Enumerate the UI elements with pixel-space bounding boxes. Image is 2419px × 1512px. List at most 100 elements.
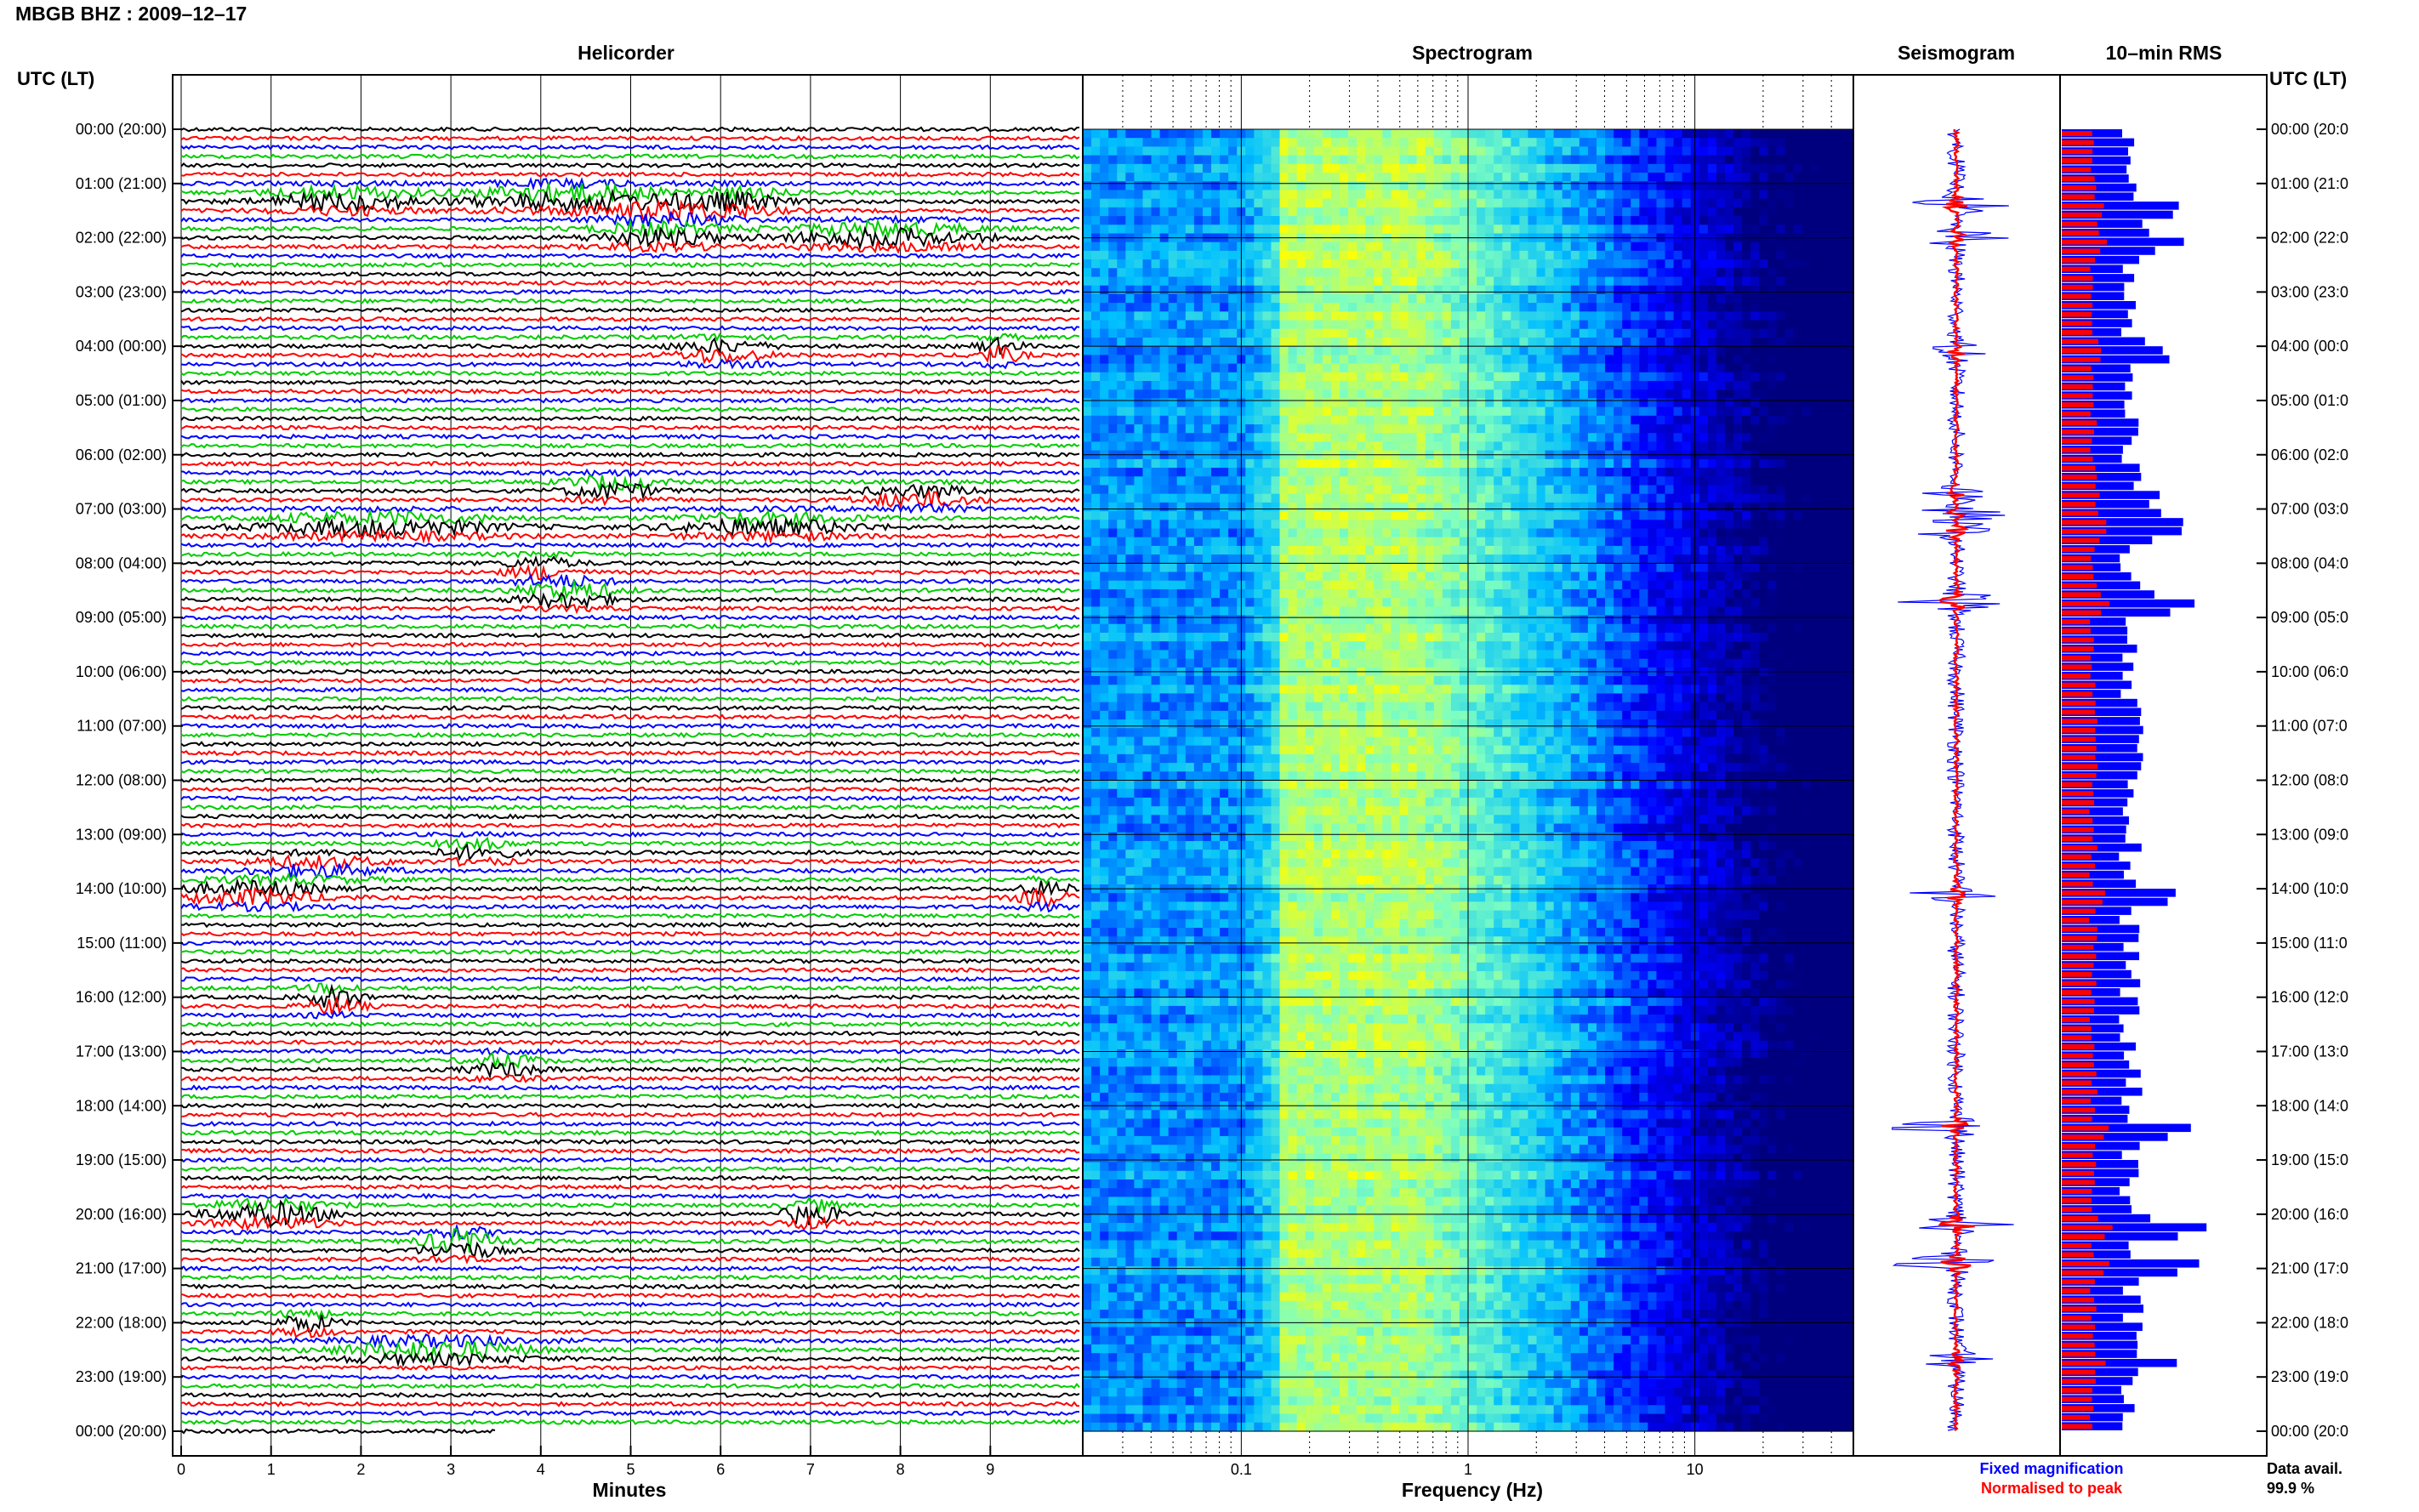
spectrogram-cell bbox=[1228, 372, 1238, 382]
spectrogram-cell bbox=[1511, 380, 1520, 390]
spectrogram-cell bbox=[1819, 355, 1829, 365]
spectrogram-cell bbox=[1639, 380, 1648, 390]
spectrogram-cell bbox=[1836, 163, 1846, 173]
spectrogram-cell bbox=[1836, 293, 1846, 304]
spectrogram-cell bbox=[1844, 476, 1854, 486]
spectrogram-cell bbox=[1656, 485, 1666, 495]
spectrogram-cell bbox=[1245, 424, 1255, 434]
spectrogram-cell bbox=[1784, 190, 1795, 200]
spectrogram-cell bbox=[1622, 303, 1631, 312]
spectrogram-cell bbox=[1819, 303, 1829, 312]
spectrogram-cell bbox=[1220, 337, 1229, 347]
spectrogram-cell bbox=[1836, 268, 1846, 278]
spectrogram-cell bbox=[1553, 181, 1563, 191]
spectrogram-cell bbox=[1425, 493, 1435, 503]
spectrogram-cell bbox=[1511, 580, 1520, 590]
spectrogram-cell bbox=[1844, 155, 1854, 165]
spectrogram-cell bbox=[1142, 163, 1153, 173]
spectrogram-cell bbox=[1793, 181, 1803, 191]
spectrogram-cell bbox=[1477, 468, 1486, 477]
spectrogram-cell bbox=[1108, 190, 1118, 200]
spectrogram-cell bbox=[1168, 554, 1178, 564]
spectrogram-cell bbox=[1631, 207, 1640, 217]
spectrogram-cell bbox=[1193, 537, 1204, 547]
spectrogram-cell bbox=[1117, 571, 1126, 582]
spectrogram-cell bbox=[1579, 398, 1589, 408]
spectrogram-cell bbox=[1159, 433, 1170, 443]
spectrogram-cell bbox=[1279, 468, 1289, 477]
spectrogram-cell bbox=[1340, 276, 1349, 287]
spectrogram-cell bbox=[1553, 372, 1563, 382]
spectrogram-cell bbox=[1357, 398, 1366, 408]
spectrogram-cell bbox=[1271, 293, 1281, 304]
spectrogram-cell bbox=[1382, 520, 1392, 530]
spectrogram-cell bbox=[1228, 303, 1238, 312]
spectrogram-cell bbox=[1562, 155, 1572, 165]
spectrogram-cell bbox=[1262, 441, 1272, 452]
spectrogram-cell bbox=[1117, 259, 1126, 269]
spectrogram-cell bbox=[1100, 476, 1109, 486]
spectrogram-cell bbox=[1262, 554, 1272, 564]
spectrogram-cell bbox=[1433, 380, 1443, 390]
spectrogram-cell bbox=[1374, 285, 1383, 295]
spectrogram-cell bbox=[1810, 216, 1820, 225]
spectrogram-cell bbox=[1759, 441, 1768, 452]
spectrogram-cell bbox=[1733, 190, 1743, 200]
spectrogram-cell bbox=[1759, 372, 1768, 382]
spectrogram-cell bbox=[1322, 146, 1332, 156]
helicorder-trace bbox=[180, 332, 1080, 343]
spectrogram-cell bbox=[1202, 571, 1212, 582]
spectrogram-cell bbox=[1382, 433, 1392, 443]
spectrogram-cell bbox=[1228, 493, 1238, 503]
spectrogram-cell bbox=[1340, 250, 1349, 260]
spectrogram-cell bbox=[1416, 320, 1426, 330]
spectrogram-cell bbox=[1100, 424, 1109, 434]
spectrogram-cell bbox=[1399, 389, 1409, 400]
spectrogram-cell bbox=[1408, 346, 1418, 355]
spectrogram-cell bbox=[1288, 398, 1298, 408]
spectrogram-cell bbox=[1511, 190, 1520, 200]
spectrogram-cell bbox=[1288, 328, 1298, 338]
spectrogram-cell bbox=[1827, 476, 1837, 486]
spectrogram-cell bbox=[1631, 293, 1640, 304]
spectrogram-cell bbox=[1759, 293, 1768, 304]
spectrogram-cell bbox=[1305, 207, 1315, 217]
helicorder-trace bbox=[180, 218, 1080, 240]
spectrogram-cell bbox=[1597, 571, 1606, 582]
spectrogram-cell bbox=[1193, 563, 1204, 573]
spectrogram-cell bbox=[1313, 198, 1323, 208]
spectrogram-cell bbox=[1134, 337, 1144, 347]
spectrogram-cell bbox=[1228, 458, 1238, 469]
spectrogram-cell bbox=[1450, 320, 1460, 330]
spectrogram-cell bbox=[1767, 537, 1777, 547]
spectrogram-cell bbox=[1622, 146, 1631, 156]
spectrogram-cell bbox=[1784, 268, 1795, 278]
spectrogram-cell bbox=[1579, 225, 1589, 235]
spectrogram-cell bbox=[1707, 276, 1717, 287]
spectrogram-cell bbox=[1733, 476, 1743, 486]
spectrogram-cell bbox=[1125, 468, 1135, 477]
spectrogram-cell bbox=[1442, 198, 1452, 208]
spectrogram-cell bbox=[1365, 163, 1375, 173]
spectrogram-cell bbox=[1340, 207, 1349, 217]
spectrogram-cell bbox=[1699, 138, 1709, 148]
spectrogram-cell bbox=[1579, 198, 1589, 208]
spectrogram-cell bbox=[1271, 198, 1281, 208]
spectrogram-cell bbox=[1716, 493, 1726, 503]
spectrogram-cell bbox=[1279, 588, 1289, 599]
spectrogram-cell bbox=[1382, 537, 1392, 547]
spectrogram-cell bbox=[1784, 346, 1795, 355]
spectrogram-cell bbox=[1468, 441, 1477, 452]
spectrogram-cell bbox=[1836, 259, 1846, 269]
spectrogram-cell bbox=[1587, 363, 1597, 373]
spectrogram-cell bbox=[1682, 528, 1692, 538]
spectrogram-cell bbox=[1648, 198, 1658, 208]
spectrogram-cell bbox=[1793, 380, 1803, 390]
spectrogram-cell bbox=[1254, 285, 1263, 295]
spectrogram-cell bbox=[1553, 380, 1563, 390]
spectrogram-cell bbox=[1416, 554, 1426, 564]
spectrogram-cell bbox=[1742, 190, 1751, 200]
spectrogram-cell bbox=[1151, 355, 1161, 365]
spectrogram-cell bbox=[1545, 268, 1555, 278]
spectrogram-cell bbox=[1536, 250, 1546, 260]
